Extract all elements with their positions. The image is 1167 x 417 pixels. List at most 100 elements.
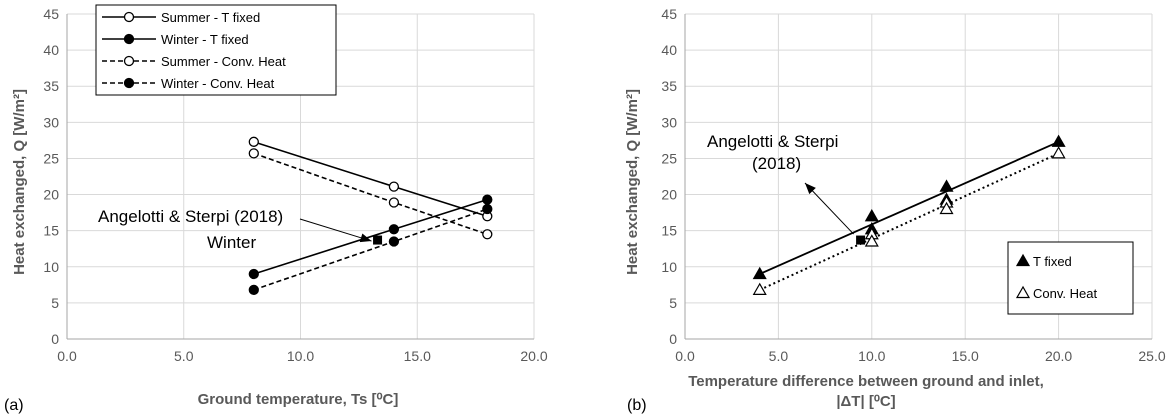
chart-b-x-axis-label-line2: |ΔT| [⁰C]	[836, 393, 895, 410]
a-y-tick-label: 0	[51, 331, 59, 347]
a-x-tick-label: 15.0	[404, 348, 431, 364]
chart-b-fit-line-0	[759, 141, 1059, 275]
chart-b-series	[752, 134, 1066, 295]
chart-a-reference-arrow-head	[359, 233, 372, 243]
chart-b-point-1	[939, 201, 954, 215]
a-x-tick-label: 20.0	[520, 348, 547, 364]
chart-a-legend: Summer - T fixed Winter - T fixed Summer -…	[95, 4, 337, 96]
chart-a-point-1	[482, 194, 493, 205]
chart-b-legend-label-0: T fixed	[1033, 254, 1072, 269]
chart-a-point-2	[388, 197, 400, 208]
a-x-tick-label: 5.0	[174, 348, 194, 364]
chart-b-point-0	[864, 209, 879, 222]
chart-a-series	[248, 136, 493, 296]
chart-a-legend-box	[95, 4, 337, 96]
chart-b-x-ticks: 0.0 5.0 10.0 15.0 20.0 25.0	[675, 348, 1166, 364]
a-y-tick-label: 15	[43, 223, 59, 239]
chart-a-legend-marker-0	[123, 11, 135, 23]
chart-a-point-3	[482, 203, 493, 215]
chart-a-point-3	[248, 284, 259, 296]
chart-b-legend-box	[1007, 241, 1134, 315]
a-x-tick-label: 10.0	[287, 348, 314, 364]
chart-b-legend-label-1: Conv. Heat	[1033, 286, 1097, 301]
chart-b-point-1	[864, 234, 879, 247]
chart-b-legend-marker-1	[1015, 285, 1031, 299]
chart-b: 0 5 10 15 20 25 30 35 40 45 0.0 5.0 10.0 15.0 20.0 25.…	[624, 6, 1166, 414]
chart-b-reference-arrow-head	[805, 183, 816, 195]
chart-a-series-line-1	[253, 198, 488, 275]
chart-a-point-1	[388, 224, 400, 235]
a-y-tick-label: 25	[43, 150, 59, 166]
chart-a-series-line-0	[253, 141, 488, 217]
chart-b-y-ticks: 0 5 10 15 20 25 30 35 40 45	[661, 6, 677, 347]
chart-a-x-axis-label: Ground temperature, Ts [⁰C]	[198, 391, 399, 408]
chart-b-point-1	[752, 282, 767, 295]
b-y-tick-label: 25	[661, 150, 677, 166]
b-x-tick-label: 15.0	[952, 348, 979, 364]
b-y-tick-label: 45	[661, 6, 677, 22]
chart-a-annotation-source: Angelotti & Sterpi (2018)	[98, 207, 283, 226]
chart-b-point-0	[752, 266, 767, 280]
b-y-tick-label: 35	[661, 78, 677, 94]
b-y-tick-label: 0	[669, 331, 677, 347]
chart-b-point-1	[1051, 146, 1066, 159]
chart-b-point-0	[1051, 134, 1066, 147]
chart-a-legend-label-0: Summer - T fixed	[161, 10, 260, 25]
chart-a-point-3	[388, 236, 400, 247]
chart-a-x-ticks: 0.0 5.0 10.0 15.0 20.0	[57, 348, 548, 364]
a-y-tick-label: 10	[43, 259, 59, 275]
chart-a-axes	[66, 14, 534, 340]
chart-b-axes	[684, 14, 1152, 340]
a-y-tick-label: 20	[43, 187, 59, 203]
chart-b-reference	[804, 182, 866, 245]
b-x-tick-label: 25.0	[1138, 348, 1165, 364]
chart-a-legend-label-1: Winter - T fixed	[161, 32, 249, 47]
chart-b-annotation-source: Angelotti & Sterpi	[707, 132, 838, 151]
a-y-tick-label: 35	[43, 78, 59, 94]
chart-a: 0 5 10 15 20 25 30 35 40 45 0.0 5.0 10.0 15.0 20.0 He…	[4, 4, 548, 414]
b-y-tick-label: 20	[661, 187, 677, 203]
chart-a-reference-arrow	[299, 218, 372, 242]
chart-a-legend-marker-2	[123, 55, 135, 67]
chart-a-point-2	[248, 148, 259, 159]
chart-b-x-axis-label-line1: Temperature difference between ground an…	[688, 373, 1044, 390]
chart-a-legend-label-3: Winter - Conv. Heat	[161, 76, 275, 91]
chart-a-legend-marker-1	[123, 33, 135, 45]
chart-a-point-0	[388, 181, 400, 192]
a-y-tick-label: 45	[43, 6, 59, 22]
chart-b-y-axis-label: Heat exchanged, Q [W/m²]	[624, 89, 641, 275]
chart-a-series-line-3	[253, 208, 488, 291]
chart-a-y-ticks: 0 5 10 15 20 25 30 35 40 45	[43, 6, 59, 347]
b-y-tick-label: 10	[661, 259, 677, 275]
b-x-tick-label: 20.0	[1045, 348, 1072, 364]
b-x-tick-label: 0.0	[675, 348, 695, 364]
chart-b-panel-label: (b)	[627, 397, 647, 414]
b-x-tick-label: 10.0	[858, 348, 885, 364]
chart-b-point-0	[939, 179, 954, 192]
b-y-tick-label: 15	[661, 223, 677, 239]
chart-b-reference-point	[856, 235, 866, 245]
chart-a-series-line-2	[253, 152, 488, 236]
chart-a-point-0	[248, 136, 259, 147]
chart-b-annotation-year: (2018)	[752, 154, 801, 173]
chart-a-reference	[299, 218, 383, 245]
b-y-tick-label: 5	[669, 295, 677, 311]
a-x-tick-label: 0.0	[57, 348, 77, 364]
chart-a-annotation-season: Winter	[207, 233, 256, 252]
chart-a-y-axis-label: Heat exchanged, Q [W/m²]	[11, 89, 28, 275]
chart-a-legend-label-2: Summer - Conv. Heat	[161, 54, 286, 69]
a-y-tick-label: 30	[43, 114, 59, 130]
chart-b-legend: T fixed Conv. Heat	[1007, 241, 1134, 315]
chart-a-legend-marker-3	[123, 77, 135, 89]
chart-a-panel-label: (a)	[4, 397, 24, 414]
b-y-tick-label: 40	[661, 42, 677, 58]
a-y-tick-label: 40	[43, 42, 59, 58]
chart-a-reference-point	[373, 235, 383, 245]
b-y-tick-label: 30	[661, 114, 677, 130]
a-y-tick-label: 5	[51, 295, 59, 311]
b-x-tick-label: 5.0	[769, 348, 789, 364]
chart-b-legend-marker-0	[1015, 253, 1031, 267]
chart-b-reference-arrow	[804, 182, 854, 235]
chart-a-point-2	[482, 229, 493, 240]
